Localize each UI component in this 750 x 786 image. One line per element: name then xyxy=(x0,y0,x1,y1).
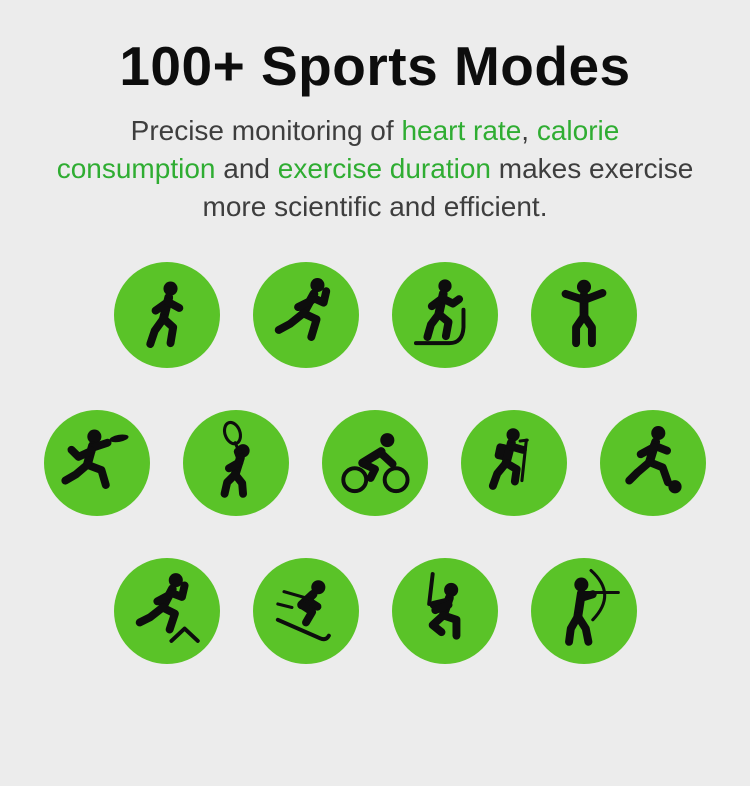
soccer-icon xyxy=(625,425,682,493)
sport-badge-archery xyxy=(530,557,637,664)
description-line: more scientific and efficient. xyxy=(20,188,730,226)
sport-badge-soccer xyxy=(600,409,706,516)
sports-row-2 xyxy=(0,409,750,516)
sport-badge-freestyle-training xyxy=(530,261,637,368)
page-title: 100+ Sports Modes xyxy=(119,35,631,97)
tennis-icon xyxy=(220,420,250,498)
freestyle-training-icon xyxy=(561,279,606,347)
description-segment-highlight: heart rate xyxy=(401,114,522,146)
sport-badge-walking xyxy=(113,261,220,368)
sports-row-3 xyxy=(0,557,750,664)
frisbee-icon xyxy=(61,429,129,489)
sport-badge-kendo xyxy=(391,557,498,664)
sports-modes-banner: 100+ Sports Modes Precise monitoring of … xyxy=(0,35,750,786)
hiking-icon xyxy=(488,427,529,490)
description-segment: more scientific and efficient. xyxy=(202,190,548,222)
walking-icon xyxy=(145,281,183,348)
description-segment: , xyxy=(521,114,537,146)
description-line: Precise monitoring of heart rate, calori… xyxy=(20,112,730,150)
skiing-icon xyxy=(275,579,331,641)
sport-badge-skiing xyxy=(252,557,359,664)
running-icon xyxy=(274,277,330,341)
cycling-icon xyxy=(341,432,410,493)
description-segment-highlight: calorie xyxy=(536,114,620,146)
description-segment-highlight: exercise duration xyxy=(277,152,491,184)
description-segment: and xyxy=(215,152,278,184)
description-segment-highlight: consumption xyxy=(56,152,216,184)
kendo-icon xyxy=(426,571,460,640)
sport-badge-tennis xyxy=(183,409,289,516)
sport-badge-hurdles xyxy=(113,557,220,664)
sports-grid xyxy=(0,261,750,664)
description: Precise monitoring of heart rate, calori… xyxy=(20,112,730,226)
sports-row-1 xyxy=(0,261,750,368)
treadmill-icon xyxy=(413,278,465,345)
archery-icon xyxy=(564,568,620,646)
sport-badge-hiking xyxy=(461,409,567,516)
sport-badge-running xyxy=(252,261,359,368)
description-line: consumption and exercise duration makes … xyxy=(20,150,730,188)
sport-badge-frisbee xyxy=(44,409,150,516)
hurdles-icon xyxy=(135,572,200,643)
description-segment: Precise monitoring of xyxy=(130,114,402,146)
sport-badge-cycling xyxy=(322,409,428,516)
sport-badge-treadmill xyxy=(391,261,498,368)
description-segment: makes exercise xyxy=(490,152,694,184)
